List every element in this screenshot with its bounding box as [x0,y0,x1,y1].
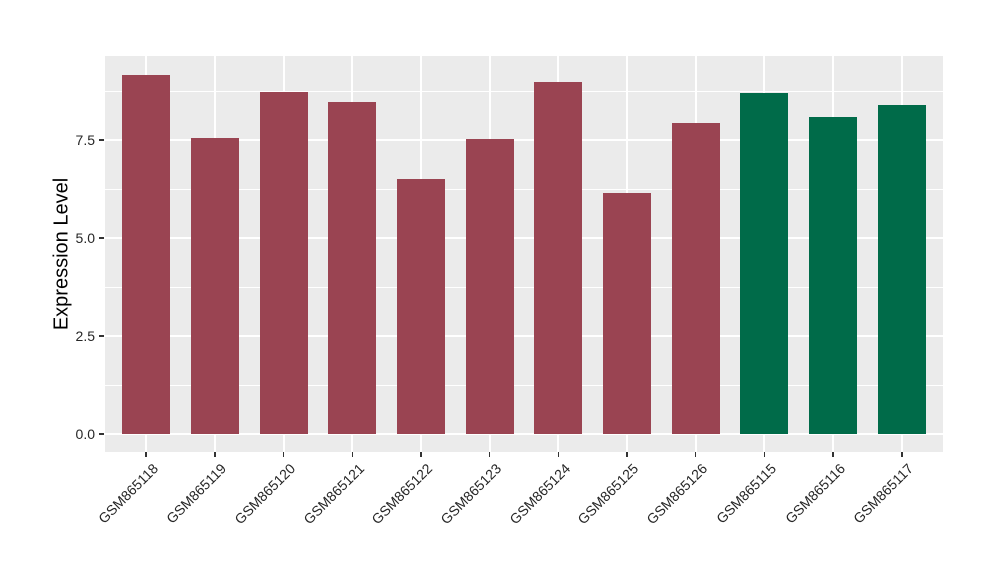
gridline-major-y [105,433,943,435]
bar-GSM865117 [877,105,926,434]
x-tick-label: GSM865123 [437,460,505,528]
bar-GSM865126 [671,123,720,434]
x-tick-label: GSM865120 [231,460,299,528]
x-tick-mark [351,452,354,457]
gridline-minor-y [105,188,943,190]
x-tick-label: GSM865121 [299,460,367,528]
x-tick-label: GSM865122 [368,460,436,528]
y-tick-mark [99,335,104,337]
x-tick-label: GSM865125 [574,460,642,528]
x-tick-mark [282,452,285,457]
x-tick-mark [145,452,147,457]
y-axis-title: Expression Level [50,177,73,331]
x-tick-label: GSM865118 [94,460,161,527]
y-tick-label: 0.0 [75,426,95,442]
bar-GSM865122 [396,179,445,434]
y-tick-mark [99,139,104,141]
bar-GSM865120 [259,92,308,434]
bar-GSM865121 [328,101,377,434]
gridline-major-y [105,139,943,141]
x-tick-mark [214,452,216,457]
x-tick-mark [488,452,491,457]
bar-GSM865116 [809,116,858,434]
gridline-minor-y [105,384,943,386]
x-tick-mark [420,452,422,457]
bar-GSM865115 [740,92,789,434]
x-tick-mark [626,452,628,457]
x-tick-label: GSM865119 [163,460,230,527]
gridline-minor-y [105,286,943,288]
bar-GSM865125 [602,192,652,434]
x-tick-mark [763,452,766,457]
x-tick-mark [832,452,834,457]
bar-GSM865123 [465,138,514,434]
x-tick-label: GSM865124 [506,460,573,528]
bar-GSM865124 [534,81,583,434]
x-tick-mark [901,452,903,457]
gridline-minor-y [105,90,943,92]
gridline-major-y [105,335,943,337]
y-tick-label: 5.0 [75,230,95,246]
plot-panel [105,56,943,452]
y-tick-label: 7.5 [75,132,95,148]
x-tick-label: GSM865117 [850,460,917,527]
bar-GSM865119 [190,138,239,434]
x-tick-mark [557,452,560,457]
x-tick-mark [694,452,697,457]
x-tick-label: GSM865115 [712,460,780,527]
y-tick-mark [99,433,104,435]
x-tick-label: GSM865126 [643,460,711,528]
bar-GSM865118 [122,74,171,434]
y-tick-mark [99,237,104,239]
gridline-major-y [105,237,943,239]
x-tick-label: GSM865116 [781,460,848,527]
y-tick-label: 2.5 [75,328,95,344]
